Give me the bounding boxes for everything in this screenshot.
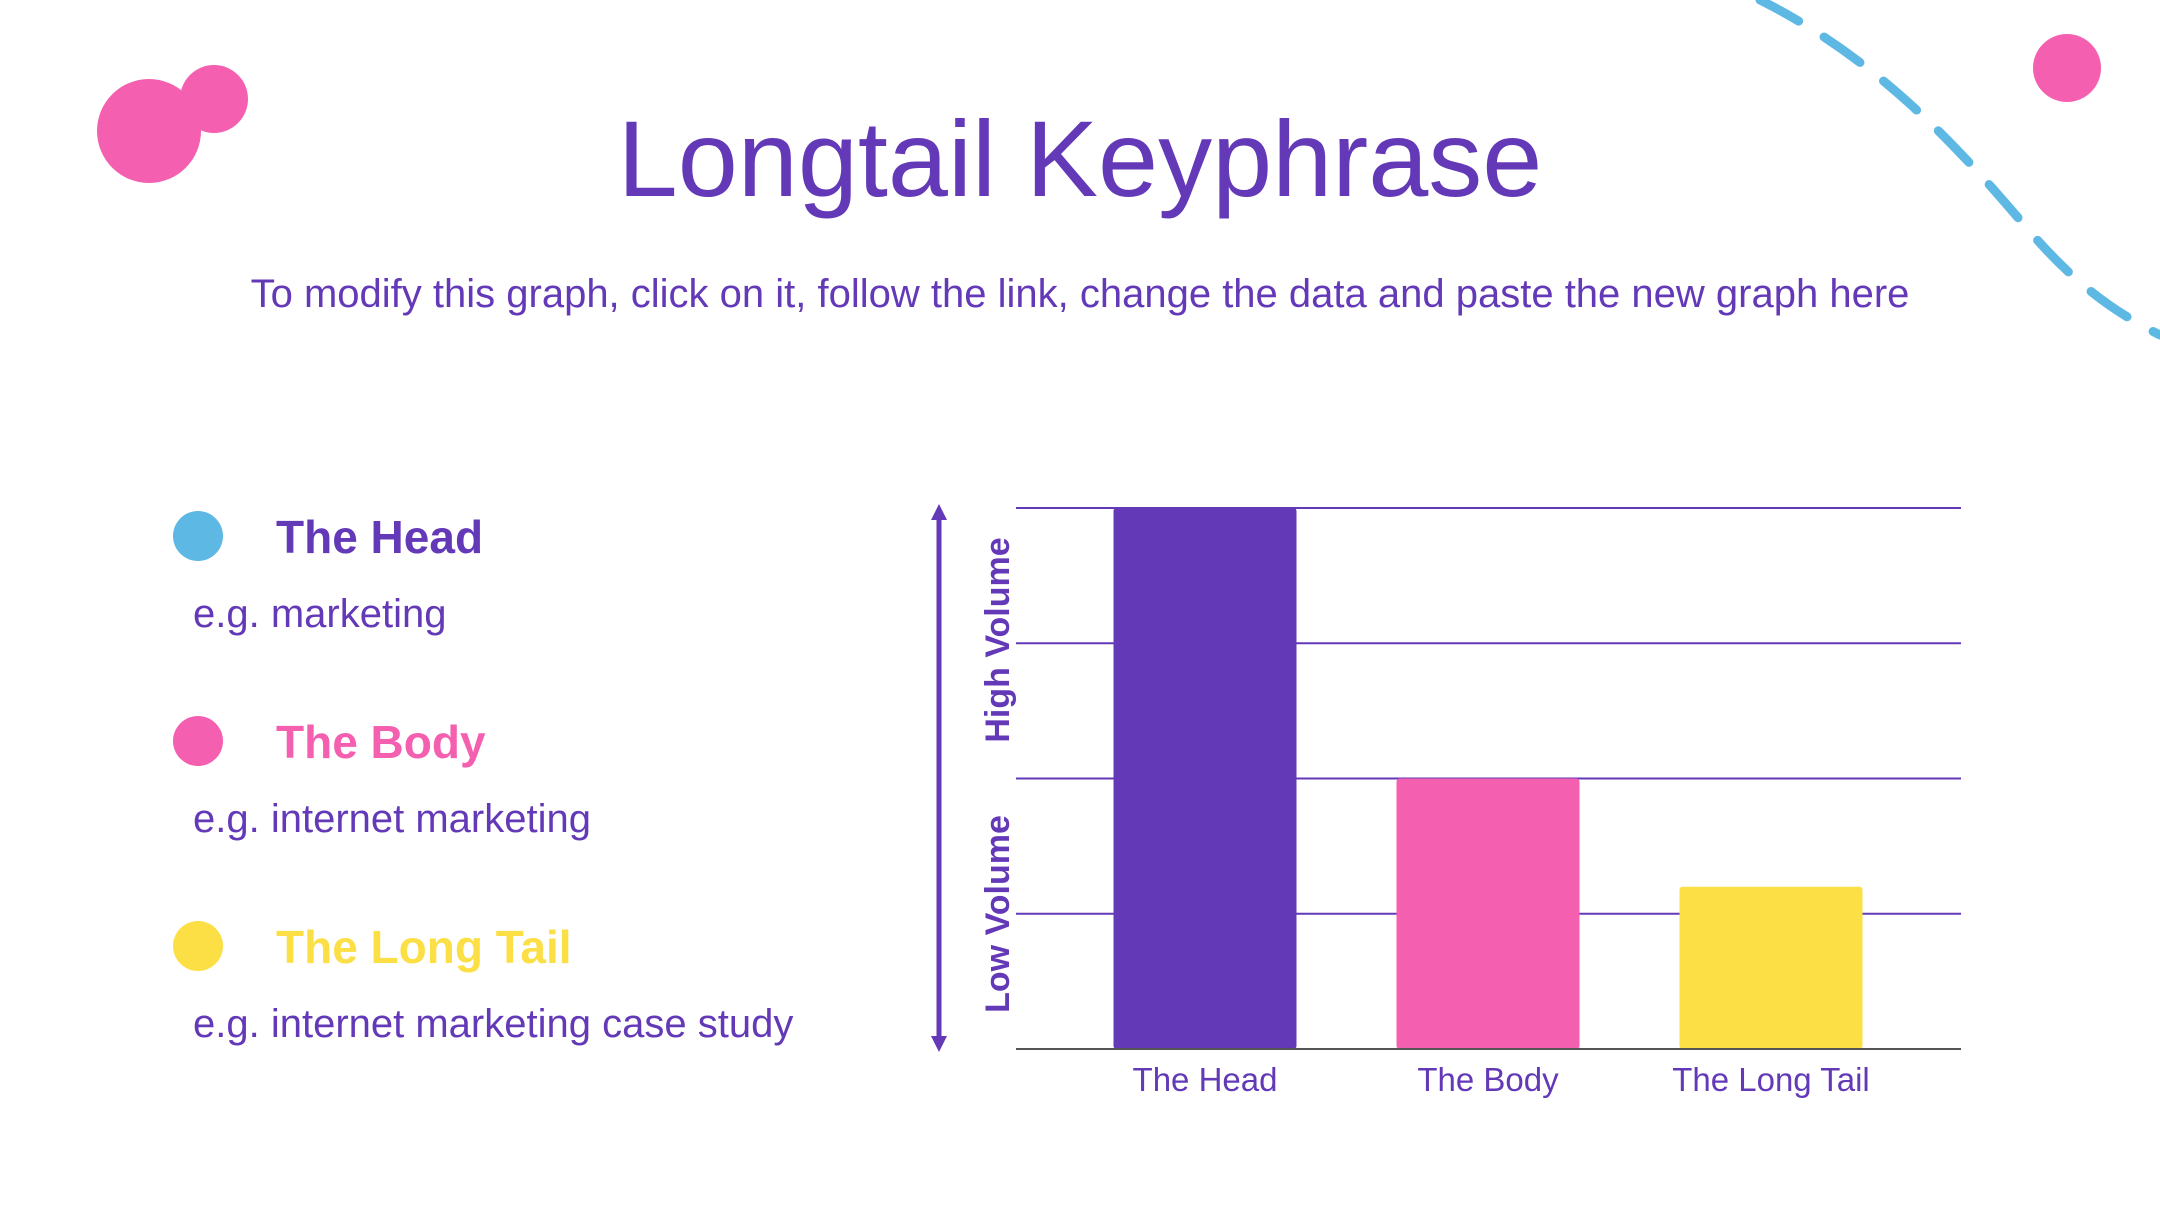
axis-annotation-low-volume: Low Volume <box>979 815 1017 1013</box>
legend-example-long-tail: e.g. internet marketing case study <box>193 1002 794 1046</box>
decorative-pink-circle-top-right <box>2033 34 2101 102</box>
page-subtitle: To modify this graph, click on it, follo… <box>250 272 1910 316</box>
chart-category-label: The Head <box>1133 1061 1278 1098</box>
chart-bars <box>1113 508 1863 1049</box>
chart-bar <box>1679 886 1863 1049</box>
legend-label-long-tail: The Long Tail <box>276 921 572 973</box>
page-title: Longtail Keyphrase <box>617 98 1543 219</box>
chart-category-label: The Body <box>1417 1061 1559 1098</box>
legend-dot-head <box>173 511 223 561</box>
legend-example-body: e.g. internet marketing <box>193 797 591 841</box>
chart-category-labels: The Head The Body The Long Tail <box>1133 1061 1870 1098</box>
chart-category-label: The Long Tail <box>1672 1061 1870 1098</box>
legend-dot-body <box>173 716 223 766</box>
legend-dot-long-tail <box>173 921 223 971</box>
legend-example-head: e.g. marketing <box>193 592 447 636</box>
axis-annotation-high-volume: High Volume <box>979 537 1017 742</box>
chart-bar <box>1113 508 1297 1049</box>
legend-label-head: The Head <box>276 511 484 563</box>
decorative-pink-circle-small <box>180 65 248 133</box>
chart-bar <box>1396 778 1580 1049</box>
legend-label-body: The Body <box>276 716 486 768</box>
